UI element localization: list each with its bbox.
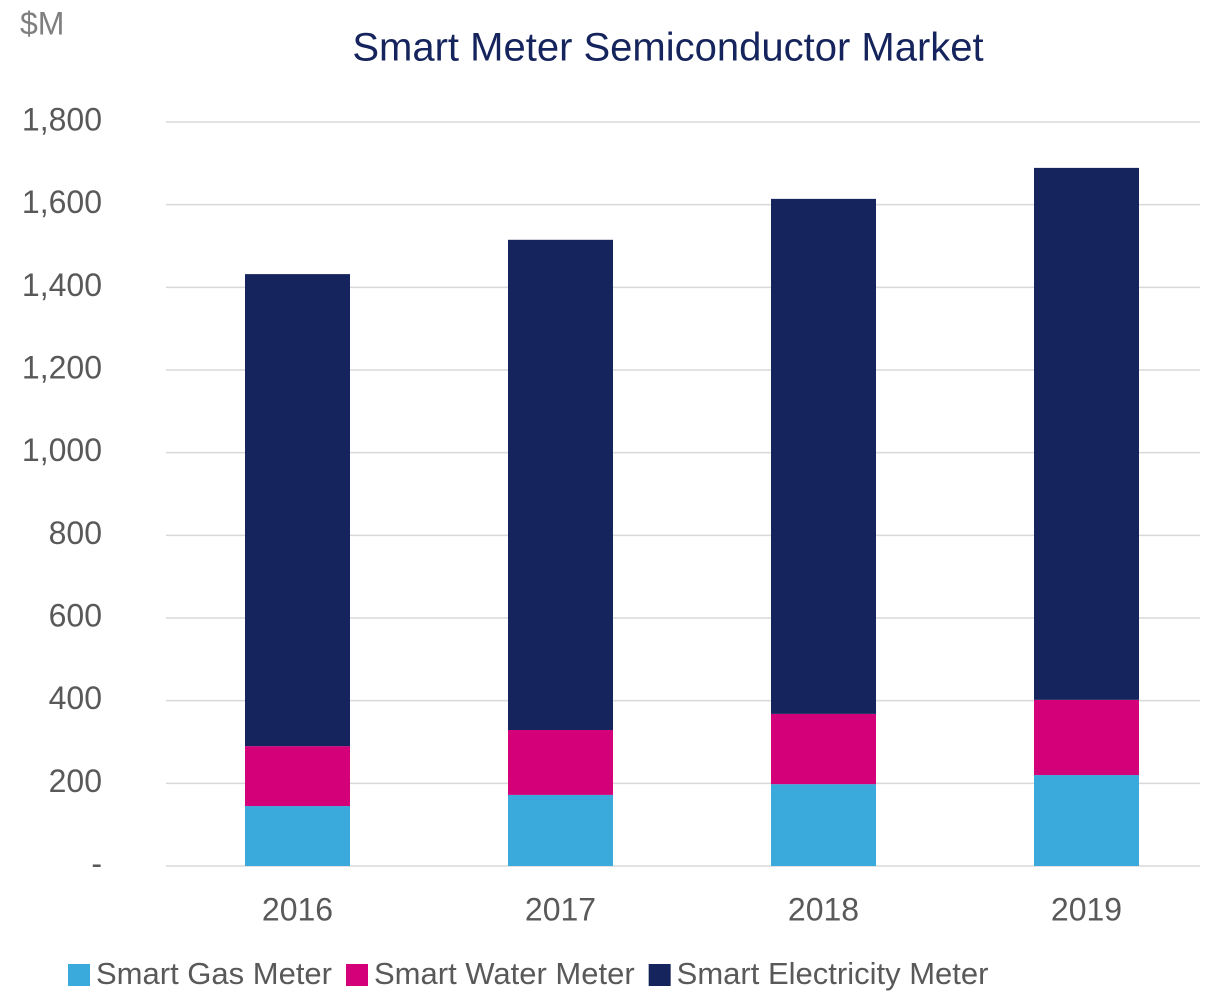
bar-segment: [245, 806, 350, 866]
y-tick-label: 600: [49, 597, 102, 633]
bar-segment: [1034, 167, 1139, 700]
bar-segment: [508, 730, 613, 795]
legend-swatch: [346, 964, 368, 986]
x-tick-label: 2016: [262, 891, 333, 927]
y-tick-label: 1,600: [22, 184, 102, 220]
y-tick-label: 800: [49, 515, 102, 551]
y-tick-label: 1,200: [22, 349, 102, 385]
bar-segment: [771, 198, 876, 714]
y-tick-label: 1,800: [22, 101, 102, 137]
x-tick-label: 2018: [788, 891, 859, 927]
y-axis-label: $M: [20, 5, 64, 41]
x-tick-label: 2017: [525, 891, 596, 927]
bar-segment: [245, 274, 350, 747]
chart-title: Smart Meter Semiconductor Market: [352, 26, 983, 70]
legend-label: Smart Gas Meter: [96, 956, 332, 991]
x-tick-label: 2019: [1051, 891, 1122, 927]
y-tick-label: 1,400: [22, 267, 102, 303]
y-tick-label: 1,000: [22, 432, 102, 468]
bar-segment: [508, 794, 613, 866]
bar-segment: [1034, 775, 1139, 866]
bar-segment: [1034, 699, 1139, 776]
bar-segment: [771, 784, 876, 866]
bar-segment: [771, 713, 876, 785]
bar-segment: [245, 746, 350, 807]
legend-swatch: [68, 964, 90, 986]
y-tick-label: 400: [49, 680, 102, 716]
y-tick-label: 200: [49, 763, 102, 799]
legend-label: Smart Electricity Meter: [677, 956, 989, 991]
legend-swatch: [648, 964, 671, 986]
y-tick-label: -: [91, 845, 102, 881]
legend-label: Smart Water Meter: [374, 956, 635, 991]
bar-segment: [508, 239, 613, 731]
